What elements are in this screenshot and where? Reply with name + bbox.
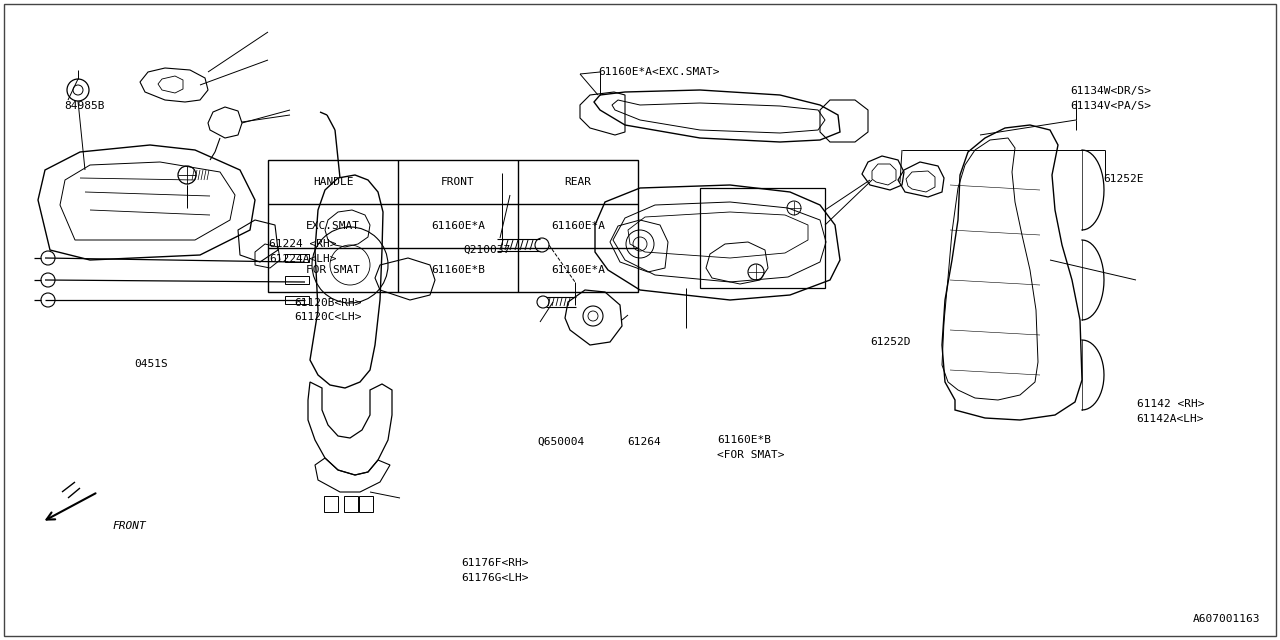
Text: 61224A<LH>: 61224A<LH>: [269, 254, 337, 264]
Text: 61160E*A: 61160E*A: [550, 221, 605, 231]
Text: A607001163: A607001163: [1193, 614, 1260, 624]
Text: 61176F<RH>: 61176F<RH>: [461, 558, 529, 568]
Text: 61120B<RH>: 61120B<RH>: [294, 298, 362, 308]
Text: <FOR SMAT>: <FOR SMAT>: [717, 450, 785, 460]
Text: 61224 <RH>: 61224 <RH>: [269, 239, 337, 250]
Text: FRONT: FRONT: [442, 177, 475, 187]
Text: EXC.SMAT: EXC.SMAT: [306, 221, 360, 231]
Bar: [285, 254, 308, 262]
Text: 61142 <RH>: 61142 <RH>: [1137, 399, 1204, 410]
Text: 61160E*B: 61160E*B: [431, 265, 485, 275]
Text: FRONT: FRONT: [113, 521, 146, 531]
Text: REAR: REAR: [564, 177, 591, 187]
Text: 61252D: 61252D: [870, 337, 911, 348]
Text: 61176G<LH>: 61176G<LH>: [461, 573, 529, 583]
Bar: [324, 496, 338, 512]
Text: 61160E*A<EXC.SMAT>: 61160E*A<EXC.SMAT>: [598, 67, 719, 77]
Text: Q210037: Q210037: [463, 244, 511, 255]
Bar: [285, 296, 308, 304]
Text: 61160E*A: 61160E*A: [550, 265, 605, 275]
Text: 61134V<PA/S>: 61134V<PA/S>: [1070, 100, 1151, 111]
Bar: [358, 496, 372, 512]
Text: FOR SMAT: FOR SMAT: [306, 265, 360, 275]
Text: 61252E: 61252E: [1103, 174, 1144, 184]
Text: 61142A<LH>: 61142A<LH>: [1137, 414, 1204, 424]
Bar: [285, 276, 308, 284]
Bar: [700, 188, 826, 288]
Text: 61160E*B: 61160E*B: [717, 435, 771, 445]
Bar: [344, 496, 358, 512]
Text: 61160E*A: 61160E*A: [431, 221, 485, 231]
Text: Q650004: Q650004: [538, 436, 585, 447]
Text: 84985B: 84985B: [64, 100, 105, 111]
Text: 61120C<LH>: 61120C<LH>: [294, 312, 362, 323]
Text: 61264: 61264: [627, 436, 660, 447]
Text: HANDLE: HANDLE: [312, 177, 353, 187]
Bar: [268, 160, 637, 292]
Text: 0451S: 0451S: [134, 358, 168, 369]
Text: 61134W<DR/S>: 61134W<DR/S>: [1070, 86, 1151, 96]
